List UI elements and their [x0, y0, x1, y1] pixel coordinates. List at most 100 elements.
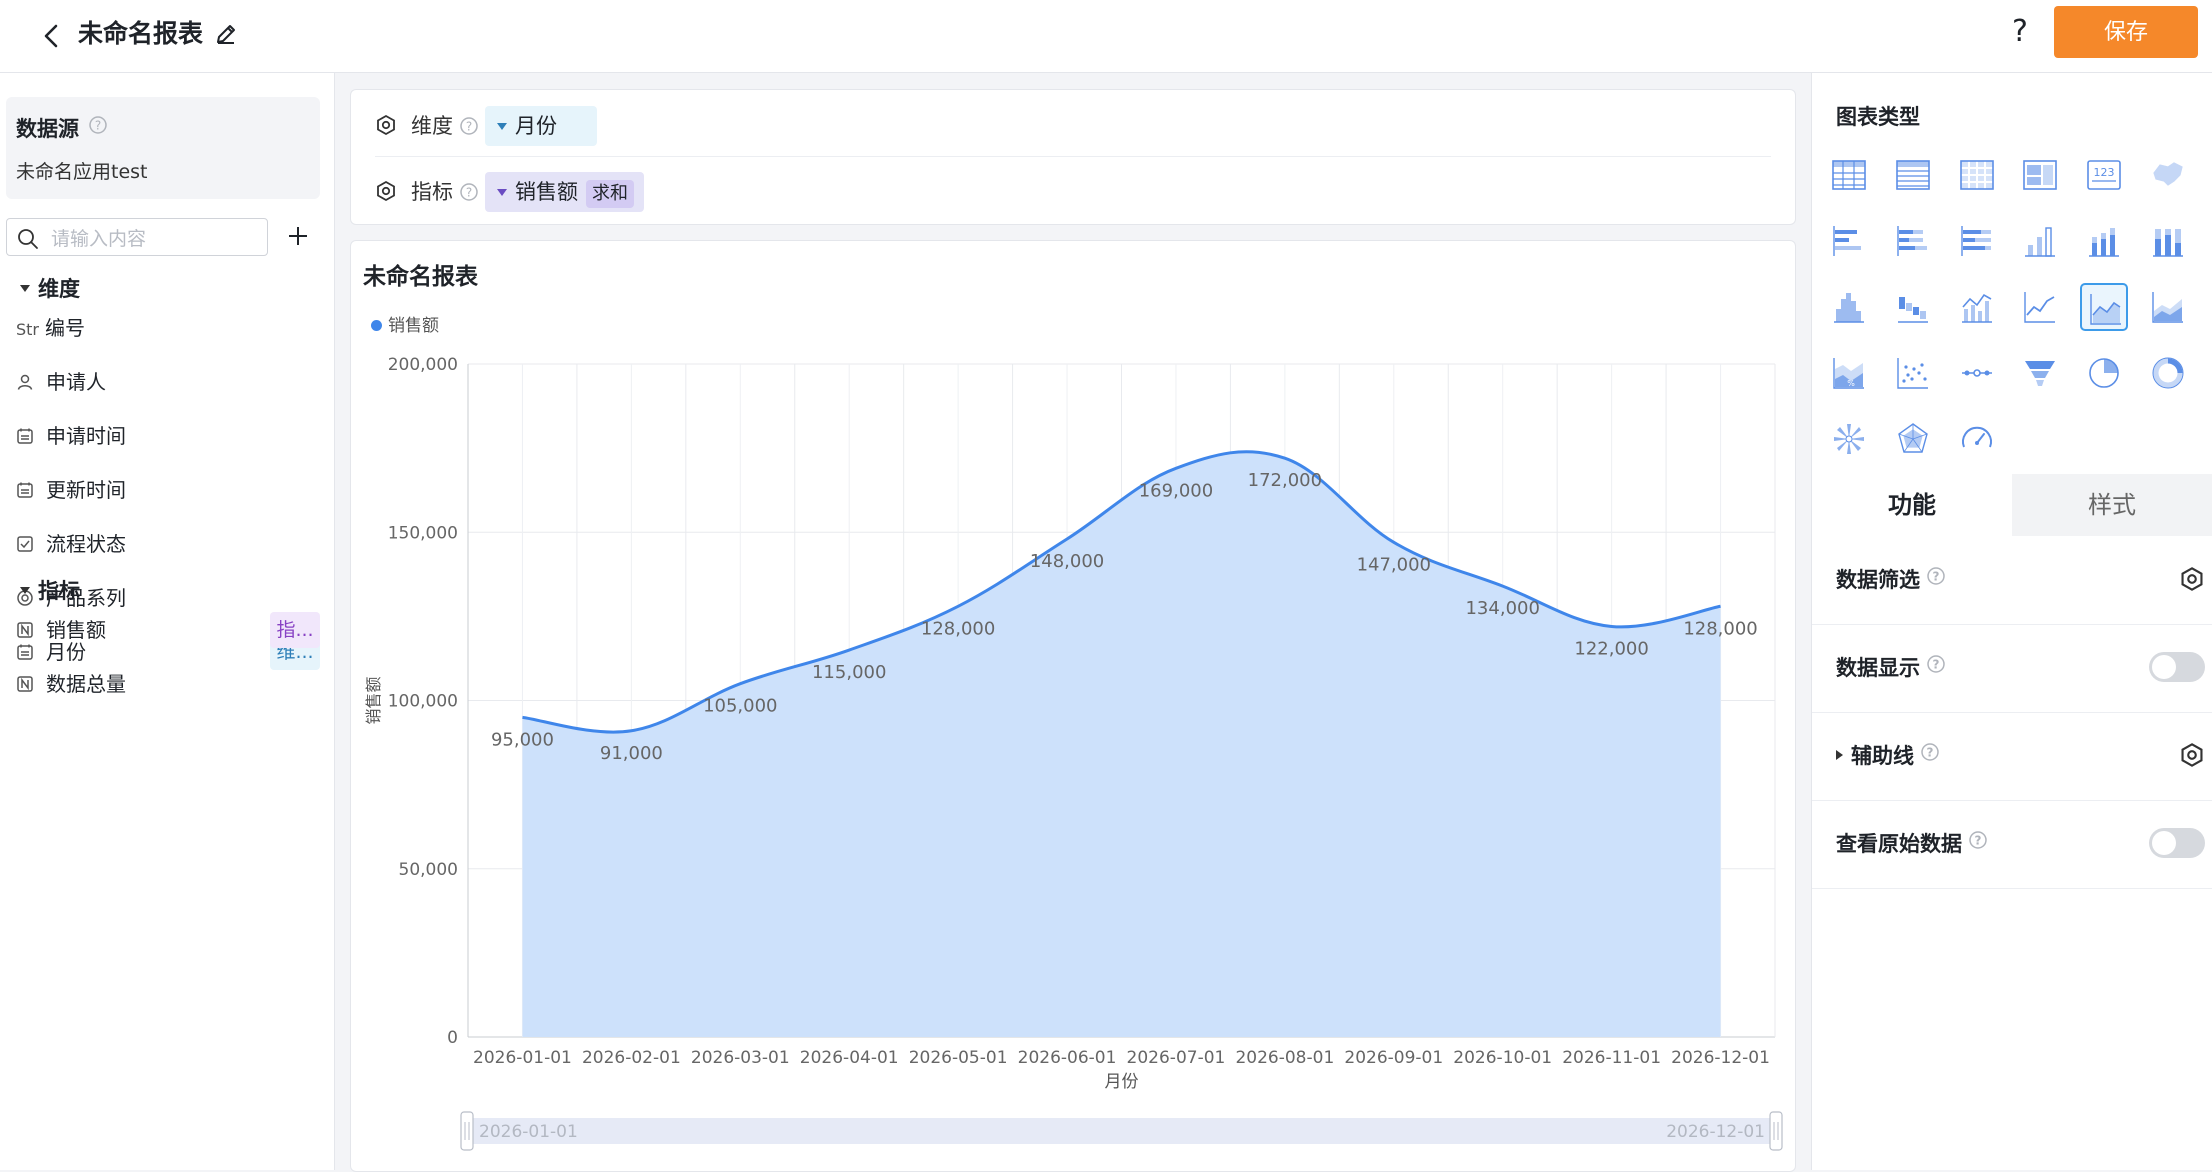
chart-card: 0 50,000 100,000 150,000 200,000 95,000 91,000… — [350, 240, 1796, 1172]
x-tick-label: 2026-06-01 — [1018, 1048, 1117, 1068]
field-item[interactable]: 更新时间 — [16, 472, 320, 508]
x-tick-label: 2026-07-01 — [1127, 1048, 1226, 1068]
settings-icon[interactable] — [375, 180, 397, 206]
datasource-box: 数据源 ? 未命名应用test — [6, 97, 320, 199]
string-type-icon: Str — [16, 319, 40, 339]
field-label: 月份 — [46, 640, 86, 664]
help-circle-icon[interactable]: ? — [459, 116, 479, 140]
percent-column-icon[interactable] — [2144, 217, 2192, 265]
cross-table-icon[interactable] — [1953, 151, 2001, 199]
detail-table-icon[interactable] — [1889, 151, 1937, 199]
percent-area-icon[interactable]: % — [1825, 349, 1873, 397]
datasource-name[interactable]: 未命名应用test — [16, 161, 148, 183]
settings-icon[interactable] — [2179, 742, 2205, 772]
funnel-icon[interactable] — [2016, 349, 2064, 397]
help-circle-icon[interactable]: ? — [1926, 561, 1946, 597]
raw-data-toggle[interactable] — [2149, 828, 2205, 858]
option-raw-data: 查看原始数据? — [1812, 800, 2212, 889]
card-icon[interactable] — [2016, 151, 2064, 199]
rose-icon[interactable] — [1825, 415, 1873, 463]
option-data-display: 数据显示? — [1812, 624, 2212, 713]
series-line — [522, 450, 1721, 734]
histogram-icon[interactable] — [1825, 283, 1873, 331]
dimension-section-title[interactable]: 维度 — [20, 273, 80, 303]
area-icon[interactable] — [2080, 283, 2129, 331]
scatter-icon[interactable] — [1889, 349, 1937, 397]
caret-right-icon[interactable] — [1836, 750, 1843, 760]
area-chart: 0 50,000 100,000 150,000 200,000 95,000 91,000… — [364, 355, 1783, 1151]
caret-down-icon — [20, 284, 30, 292]
x-tick-label: 2026-03-01 — [691, 1048, 790, 1068]
table-icon[interactable] — [1825, 151, 1873, 199]
edit-icon[interactable] — [210, 18, 242, 50]
field-item[interactable]: Str 编号 — [16, 310, 320, 346]
gauge-icon[interactable] — [1953, 415, 2001, 463]
field-item[interactable]: 销售额 指... — [16, 612, 320, 648]
zoom-handle-left[interactable] — [460, 1111, 474, 1151]
column-icon[interactable] — [2016, 217, 2064, 265]
datasource-title: 数据源 — [16, 117, 79, 141]
help-icon[interactable]: ? — [2012, 14, 2028, 49]
stacked-column-icon[interactable] — [2080, 217, 2128, 265]
field-search[interactable] — [6, 218, 268, 256]
measure-section-title[interactable]: 指标 — [20, 575, 80, 605]
settings-icon[interactable] — [375, 114, 397, 140]
aggregation-badge[interactable]: 求和 — [586, 180, 634, 208]
dimension-chip[interactable]: 月份 — [485, 106, 597, 146]
toggle-knob — [2152, 655, 2176, 679]
help-circle-icon[interactable]: ? — [1926, 649, 1946, 685]
calendar-icon — [16, 420, 40, 456]
series-area-fill — [522, 451, 1721, 1038]
search-input[interactable] — [49, 225, 263, 253]
map-icon[interactable] — [2144, 151, 2192, 199]
field-item[interactable]: 申请时间 — [16, 418, 320, 454]
data-label: 91,000 — [600, 743, 663, 764]
help-circle-icon[interactable]: ? — [459, 182, 479, 206]
settings-icon[interactable] — [2179, 566, 2205, 596]
help-circle-icon[interactable]: ? — [1968, 825, 1988, 861]
help-circle-icon[interactable]: ? — [1920, 737, 1940, 773]
field-label: 申请时间 — [46, 424, 126, 448]
tab-function[interactable]: 功能 — [1812, 474, 2012, 536]
y-tick-label: 150,000 — [388, 523, 458, 543]
stacked-bar-icon[interactable] — [1889, 217, 1937, 265]
ring-icon[interactable] — [2144, 349, 2192, 397]
field-item[interactable]: 申请人 — [16, 364, 320, 400]
chart-config-card: 维度 ? 月份 指标 ? 销售额 求和 — [350, 89, 1796, 225]
svg-text:?: ? — [1975, 834, 1982, 848]
help-circle-icon[interactable]: ? — [88, 115, 108, 139]
field-item[interactable]: 数据总量 — [16, 666, 320, 702]
option-label: 查看原始数据 — [1836, 832, 1962, 856]
combo-icon[interactable] — [1953, 283, 2001, 331]
waterfall-icon[interactable] — [1889, 283, 1937, 331]
percent-bar-icon[interactable] — [1953, 217, 2001, 265]
chart-legend[interactable]: 销售额 — [371, 311, 439, 336]
x-tick-label: 2026-11-01 — [1562, 1048, 1661, 1068]
field-label: 销售额 — [46, 618, 106, 642]
add-field-icon[interactable] — [286, 221, 310, 253]
divider — [375, 156, 1771, 157]
y-tick-label: 0 — [447, 1028, 458, 1048]
stacked-area-icon[interactable] — [2144, 283, 2192, 331]
field-item[interactable]: 产品系列 — [16, 580, 320, 616]
y-tick-label: 50,000 — [399, 860, 458, 880]
measure-chip[interactable]: 销售额 求和 — [485, 172, 644, 212]
pie-icon[interactable] — [2080, 349, 2128, 397]
line-icon[interactable] — [2016, 283, 2064, 331]
back-icon[interactable] — [32, 16, 72, 56]
data-label: 148,000 — [1030, 551, 1104, 572]
radar-icon[interactable] — [1889, 415, 1937, 463]
option-label: 辅助线 — [1851, 744, 1914, 768]
legend-label: 销售额 — [388, 316, 439, 336]
tab-style[interactable]: 样式 — [2012, 474, 2212, 536]
save-button[interactable]: 保存 — [2054, 6, 2198, 58]
data-display-toggle[interactable] — [2149, 652, 2205, 682]
timeline-icon[interactable] — [1953, 349, 2001, 397]
panel-tabs: 功能 样式 — [1812, 474, 2212, 536]
bar-icon[interactable] — [1825, 217, 1873, 265]
field-item[interactable]: 流程状态 — [16, 526, 320, 562]
indicator-card-icon[interactable]: 123 — [2080, 151, 2128, 199]
zoom-handle-right[interactable] — [1769, 1111, 1783, 1151]
zoom-slider-track[interactable] — [468, 1118, 1775, 1144]
option-data-filter: 数据筛选? — [1812, 536, 2212, 625]
